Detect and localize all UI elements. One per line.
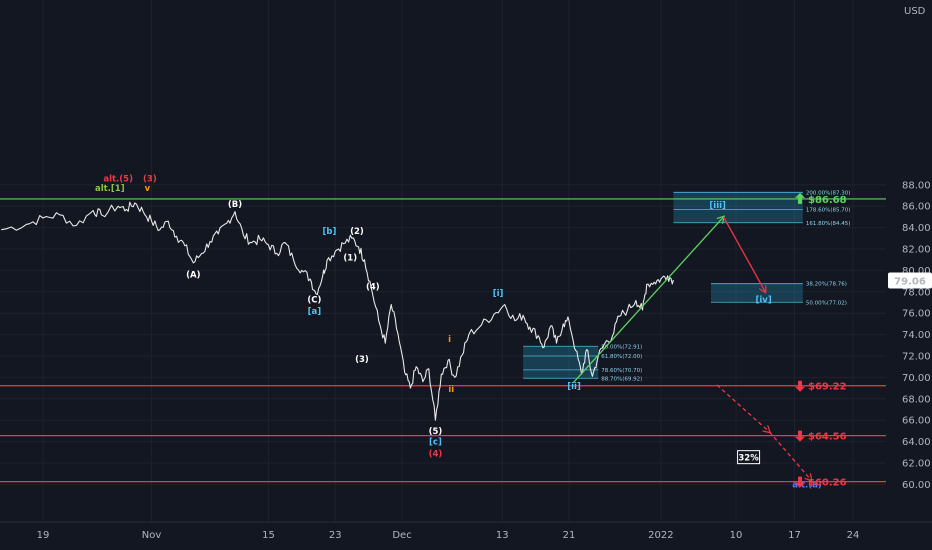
wave-label: [b] [322,227,336,237]
fib-level-label: 178.60%(85.70) [806,207,851,213]
x-tick-label: 17 [788,530,801,541]
wave-label: [c] [429,438,442,448]
y-tick-label: 72.00 [902,352,931,363]
x-tick-label: 23 [329,530,342,541]
probability-label: 32% [738,454,759,464]
y-tick-label: 88.00 [902,180,931,191]
wave-labels: alt.(5) (3) alt.[1] v (B) [b] (2) (1) (A) (C) [a] (… [95,174,822,490]
projection-arrow [768,431,811,480]
wave-label: alt.(a) [792,480,822,490]
y-tick-label: 68.00 [902,394,931,405]
current-price-label: 79.06 [894,276,926,287]
x-tick-label: 21 [563,530,576,541]
x-tick-label: 2022 [648,530,673,541]
wave-label: alt.(5) [103,174,133,184]
y-tick-label: 78.00 [902,287,931,298]
wave-label: (A) [186,271,200,281]
price-level-label: $64.56 [808,432,847,443]
x-tick-label: 19 [37,530,50,541]
price-levels [0,198,886,483]
fib-zone [673,192,803,223]
projection-arrow [722,216,766,292]
y-tick-label: 66.00 [902,416,931,427]
fib-level-label: 161.80%(84.45) [806,221,851,227]
wave-label: (4) [429,449,443,459]
grid [0,0,886,522]
wave-label: (C) [307,295,321,305]
arrow-up-icon [795,192,805,204]
y-tick-label: 70.00 [902,373,931,384]
wave-label: (5) [429,427,443,437]
x-tick-label: 15 [262,530,275,541]
wave-label: (B) [228,200,242,210]
y-tick-label: 84.00 [902,223,931,234]
fib-zone [711,283,803,303]
y-tick-label: 62.00 [902,459,931,470]
wave-label: [iv] [755,295,771,305]
currency-label: USD [904,6,926,17]
y-tick-label: 86.00 [902,202,931,213]
price-series [1,201,674,421]
current-price-badge [888,272,932,289]
wave-label: v [145,184,151,194]
wave-label: (2) [350,227,364,237]
projection-arrow [572,217,723,384]
wave-label: (1) [343,254,357,264]
x-tick-label: Dec [392,530,411,541]
price-level-label: $86.68 [808,195,847,206]
price-level-label: $60.26 [808,478,847,489]
price-level-label: $69.22 [808,382,847,393]
y-tick-label: 74.00 [902,330,931,341]
probability-box [737,450,761,465]
arrow-down-icon [795,430,805,442]
fib-level-label: 61.80%(72.00) [601,354,642,360]
y-tick-label: 82.00 [902,245,931,256]
projection-arrow [716,384,770,432]
fib-level-label: 88.70%(69.92) [601,376,642,382]
wave-label: (4) [366,282,380,292]
fib-level-label: 200.00%(87.30) [806,190,851,196]
arrow-down-icon [795,476,805,488]
wave-label: [iii] [709,201,726,211]
arrow-down-icon [795,380,805,392]
fib-zone [523,346,599,379]
x-tick-label: 24 [847,530,860,541]
y-tick-label: 80.00 [902,266,931,277]
projections: 32% [572,216,811,480]
fib-zones: 200.00%(87.30) 178.60%(85.70) 161.80%(84.4… [523,190,850,382]
y-tick-label: 64.00 [902,437,931,448]
y-tick-label: 76.00 [902,309,931,320]
wave-label: [i] [493,289,504,299]
x-tick-label: Nov [142,530,162,541]
wave-label: alt.[1] [95,184,125,194]
y-tick-label: 60.00 [902,480,931,491]
fib-level-label: 50.00%(72.91) [601,344,642,350]
wave-label: i [448,335,451,345]
wave-label: (3) [143,174,157,184]
fib-level-label: 50.00%(77.02) [806,300,847,306]
wave-label: [ii] [567,382,581,392]
x-tick-label: 10 [730,530,743,541]
price-badges: $86.68 $69.22 $64.56 $60.26 79.06 [795,192,932,489]
x-tick-label: 13 [496,530,509,541]
x-axis: 19 Nov 15 23 Dec 13 21 2022 10 17 24 [0,521,932,550]
wave-label: [a] [308,307,322,317]
wave-label: (3) [355,355,369,365]
price-line [1,201,674,421]
fib-level-label: 78.60%(70.70) [601,368,642,374]
fib-level-label: 38.20%(78.76) [806,282,847,288]
wave-label: ii [448,385,454,395]
